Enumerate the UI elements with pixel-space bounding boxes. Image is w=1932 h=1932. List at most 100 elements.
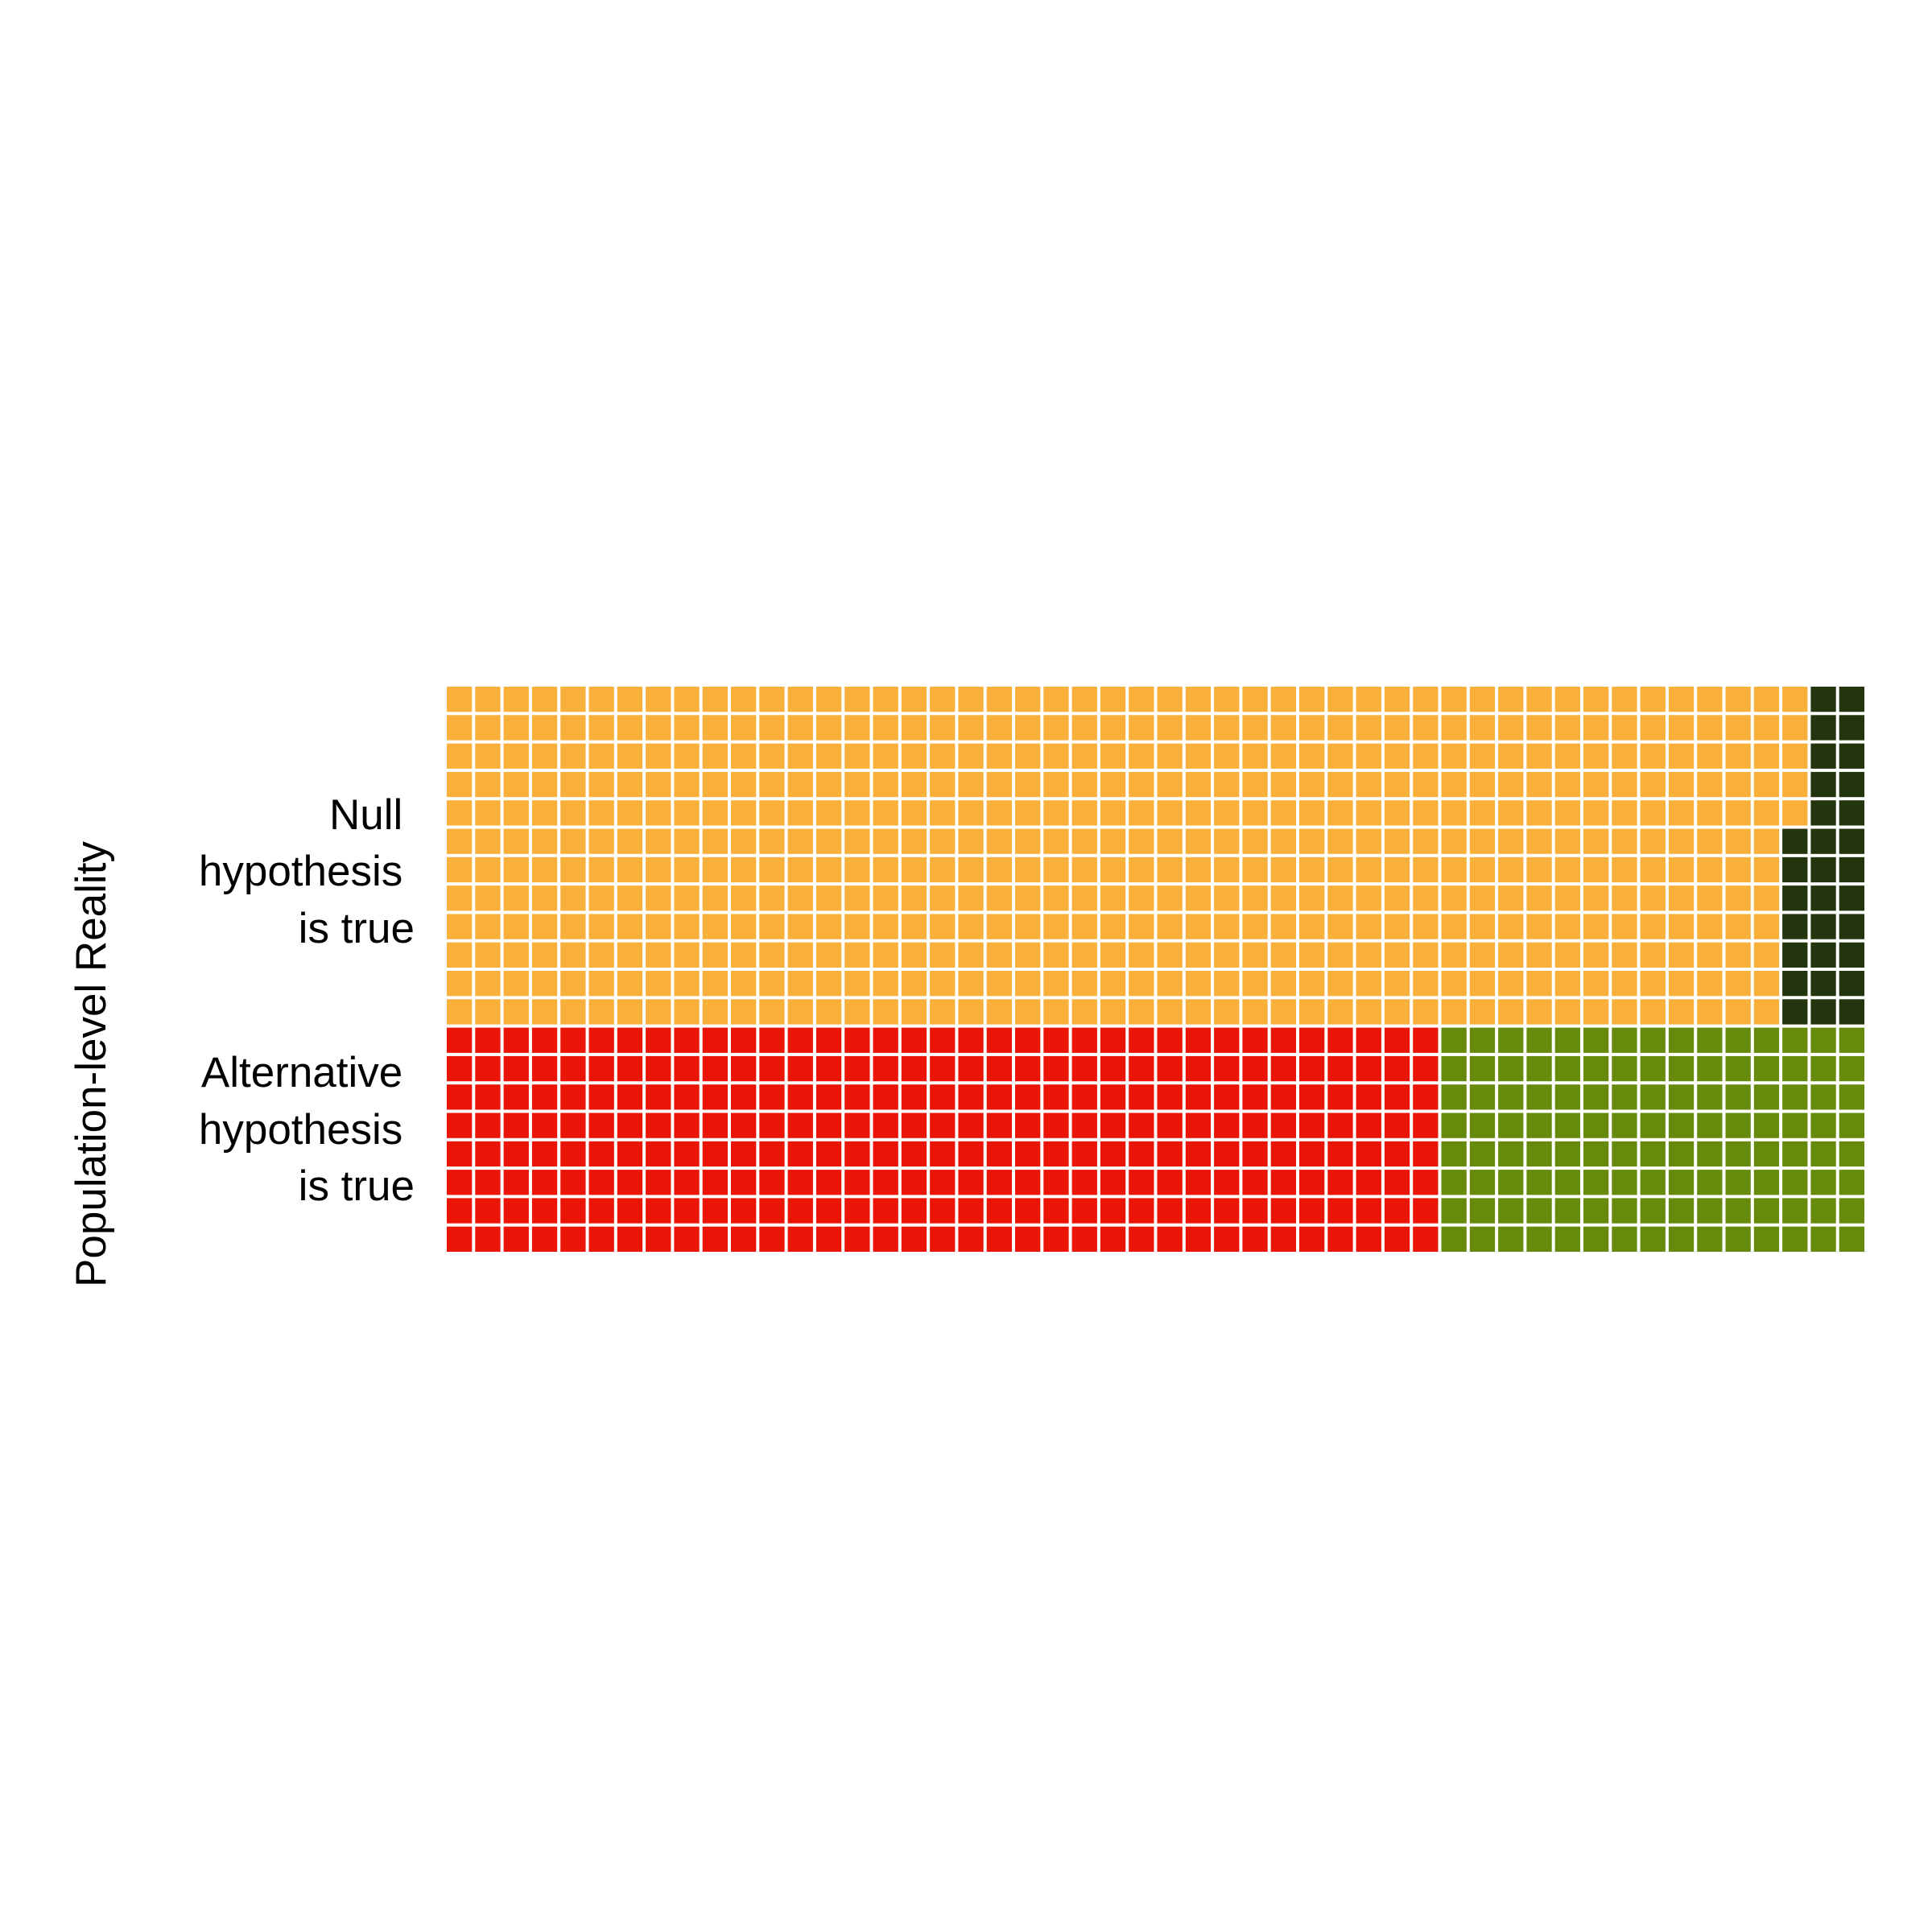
waffle-cell-row1-seg0	[1214, 1113, 1240, 1138]
waffle-cell-row0-seg0	[1498, 857, 1524, 883]
waffle-cell-row1-seg0	[986, 1170, 1012, 1195]
waffle-cell-row0-seg0	[1384, 715, 1410, 741]
waffle-cell-row1-seg0	[986, 1226, 1012, 1252]
waffle-cell-row0-seg0	[1526, 886, 1552, 911]
waffle-cell-row0-seg0	[1327, 886, 1353, 911]
waffle-cell-row1-seg1	[1498, 1027, 1524, 1053]
waffle-cell-row0-seg0	[1469, 715, 1496, 741]
waffle-cell-row0-seg0	[731, 999, 757, 1025]
waffle-cell-row1-seg0	[531, 1170, 558, 1195]
waffle-cell-row1-seg0	[503, 1113, 529, 1138]
waffle-cell-row1-seg0	[560, 1084, 586, 1110]
waffle-cell-row1-seg1	[1554, 1170, 1580, 1195]
waffle-cell-row0-seg0	[1554, 771, 1580, 798]
waffle-cell-row0-seg0	[503, 828, 529, 854]
waffle-cell-row0-seg1	[1810, 971, 1836, 997]
waffle-cell-row0-seg0	[731, 715, 757, 741]
waffle-cell-row0-seg0	[1697, 828, 1723, 854]
waffle-cell-row0-seg0	[901, 914, 927, 939]
waffle-cell-row1-seg0	[1413, 1113, 1439, 1138]
waffle-cell-row1-seg1	[1810, 1027, 1836, 1053]
waffle-cell-row0-seg0	[1043, 828, 1069, 854]
waffle-cell-row1-seg0	[844, 1055, 870, 1082]
waffle-cell-row0-seg0	[1299, 771, 1325, 798]
waffle-cell-row1-seg0	[617, 1170, 643, 1195]
waffle-cell-row0-seg0	[531, 828, 558, 854]
waffle-cell-row0-seg0	[1526, 914, 1552, 939]
waffle-cell-row1-seg0	[844, 1226, 870, 1252]
waffle-cell-row0-seg0	[1583, 857, 1609, 883]
null-row-label: Null hypothesis is true	[199, 791, 415, 952]
waffle-cell-row0-seg0	[844, 914, 870, 939]
waffle-cell-row1-seg0	[958, 1170, 984, 1195]
waffle-cell-row0-seg0	[1612, 743, 1637, 769]
waffle-cell-row1-seg0	[1270, 1027, 1296, 1053]
waffle-cell-row1-seg0	[646, 1084, 671, 1110]
waffle-cell-row0-seg0	[646, 971, 671, 997]
waffle-cell-row1-seg0	[901, 1027, 927, 1053]
waffle-cell-row1-seg0	[787, 1084, 813, 1110]
waffle-cell-row0-seg0	[958, 743, 984, 769]
waffle-cell-row1-seg1	[1612, 1113, 1637, 1138]
waffle-cell-row1-seg1	[1697, 1141, 1723, 1167]
waffle-cell-row0-seg0	[1043, 771, 1069, 798]
waffle-cell-row0-seg0	[1356, 828, 1381, 854]
waffle-cell-row0-seg0	[560, 743, 586, 769]
waffle-cell-row1-seg0	[1100, 1055, 1126, 1082]
waffle-cell-row0-seg0	[1612, 942, 1637, 968]
waffle-cell-row1-seg0	[1071, 1084, 1097, 1110]
waffle-cell-row0-seg0	[447, 857, 473, 883]
waffle-cell-row1-seg0	[1327, 1170, 1353, 1195]
waffle-cell-row1-seg0	[1214, 1027, 1240, 1053]
waffle-cell-row1-seg0	[447, 1113, 473, 1138]
waffle-cell-row0-seg0	[702, 687, 728, 712]
waffle-cell-row0-seg0	[1498, 800, 1524, 826]
waffle-cell-row0-seg0	[787, 687, 813, 712]
waffle-cell-row0-seg0	[815, 971, 842, 997]
waffle-cell-row0-seg0	[815, 800, 842, 826]
waffle-cell-row1-seg0	[447, 1226, 473, 1252]
waffle-cell-row0-seg0	[1469, 743, 1496, 769]
waffle-cell-row0-seg1	[1839, 828, 1864, 854]
waffle-cell-row0-seg0	[1554, 942, 1580, 968]
waffle-cell-row0-seg0	[1441, 914, 1467, 939]
waffle-cell-row0-seg1	[1810, 942, 1836, 968]
waffle-cell-row0-seg1	[1782, 942, 1808, 968]
waffle-cell-row1-seg0	[447, 1141, 473, 1167]
waffle-cell-row1-seg0	[1015, 1113, 1041, 1138]
waffle-cell-row1-seg0	[815, 1141, 842, 1167]
waffle-cell-row0-seg0	[646, 886, 671, 911]
waffle-cell-row1-seg0	[759, 1084, 785, 1110]
waffle-cell-row0-seg0	[815, 999, 842, 1025]
waffle-cell-row1-seg0	[1242, 1027, 1268, 1053]
waffle-cell-row0-seg0	[674, 971, 700, 997]
waffle-cell-row0-seg0	[759, 715, 785, 741]
waffle-cell-row0-seg0	[1668, 828, 1695, 854]
waffle-cell-row1-seg0	[560, 1226, 586, 1252]
waffle-cell-row1-seg0	[1242, 1170, 1268, 1195]
waffle-cell-row1-seg1	[1554, 1226, 1580, 1252]
waffle-cell-row1-seg1	[1782, 1027, 1808, 1053]
waffle-cell-row0-seg0	[1640, 743, 1666, 769]
waffle-cell-row0-seg0	[787, 828, 813, 854]
waffle-cell-row0-seg0	[1725, 800, 1751, 826]
waffle-cell-row1-seg0	[731, 1113, 757, 1138]
waffle-cell-row0-seg1	[1810, 914, 1836, 939]
waffle-cell-row0-seg0	[1299, 999, 1325, 1025]
waffle-cell-row0-seg0	[447, 886, 473, 911]
waffle-cell-row0-seg0	[901, 942, 927, 968]
waffle-cell-row0-seg0	[930, 914, 956, 939]
waffle-cell-row0-seg0	[873, 687, 898, 712]
waffle-cell-row1-seg0	[1270, 1113, 1296, 1138]
waffle-cell-row0-seg0	[986, 942, 1012, 968]
waffle-cell-row1-seg0	[986, 1113, 1012, 1138]
waffle-cell-row0-seg0	[1270, 942, 1296, 968]
waffle-cell-row1-seg0	[1185, 1027, 1212, 1053]
waffle-cell-row0-seg0	[787, 715, 813, 741]
waffle-cell-row1-seg1	[1640, 1226, 1666, 1252]
waffle-cell-row0-seg0	[1157, 942, 1183, 968]
waffle-cell-row0-seg0	[1583, 800, 1609, 826]
waffle-cell-row0-seg0	[1071, 687, 1097, 712]
waffle-cell-row0-seg0	[674, 857, 700, 883]
waffle-cell-row1-seg0	[930, 1141, 956, 1167]
